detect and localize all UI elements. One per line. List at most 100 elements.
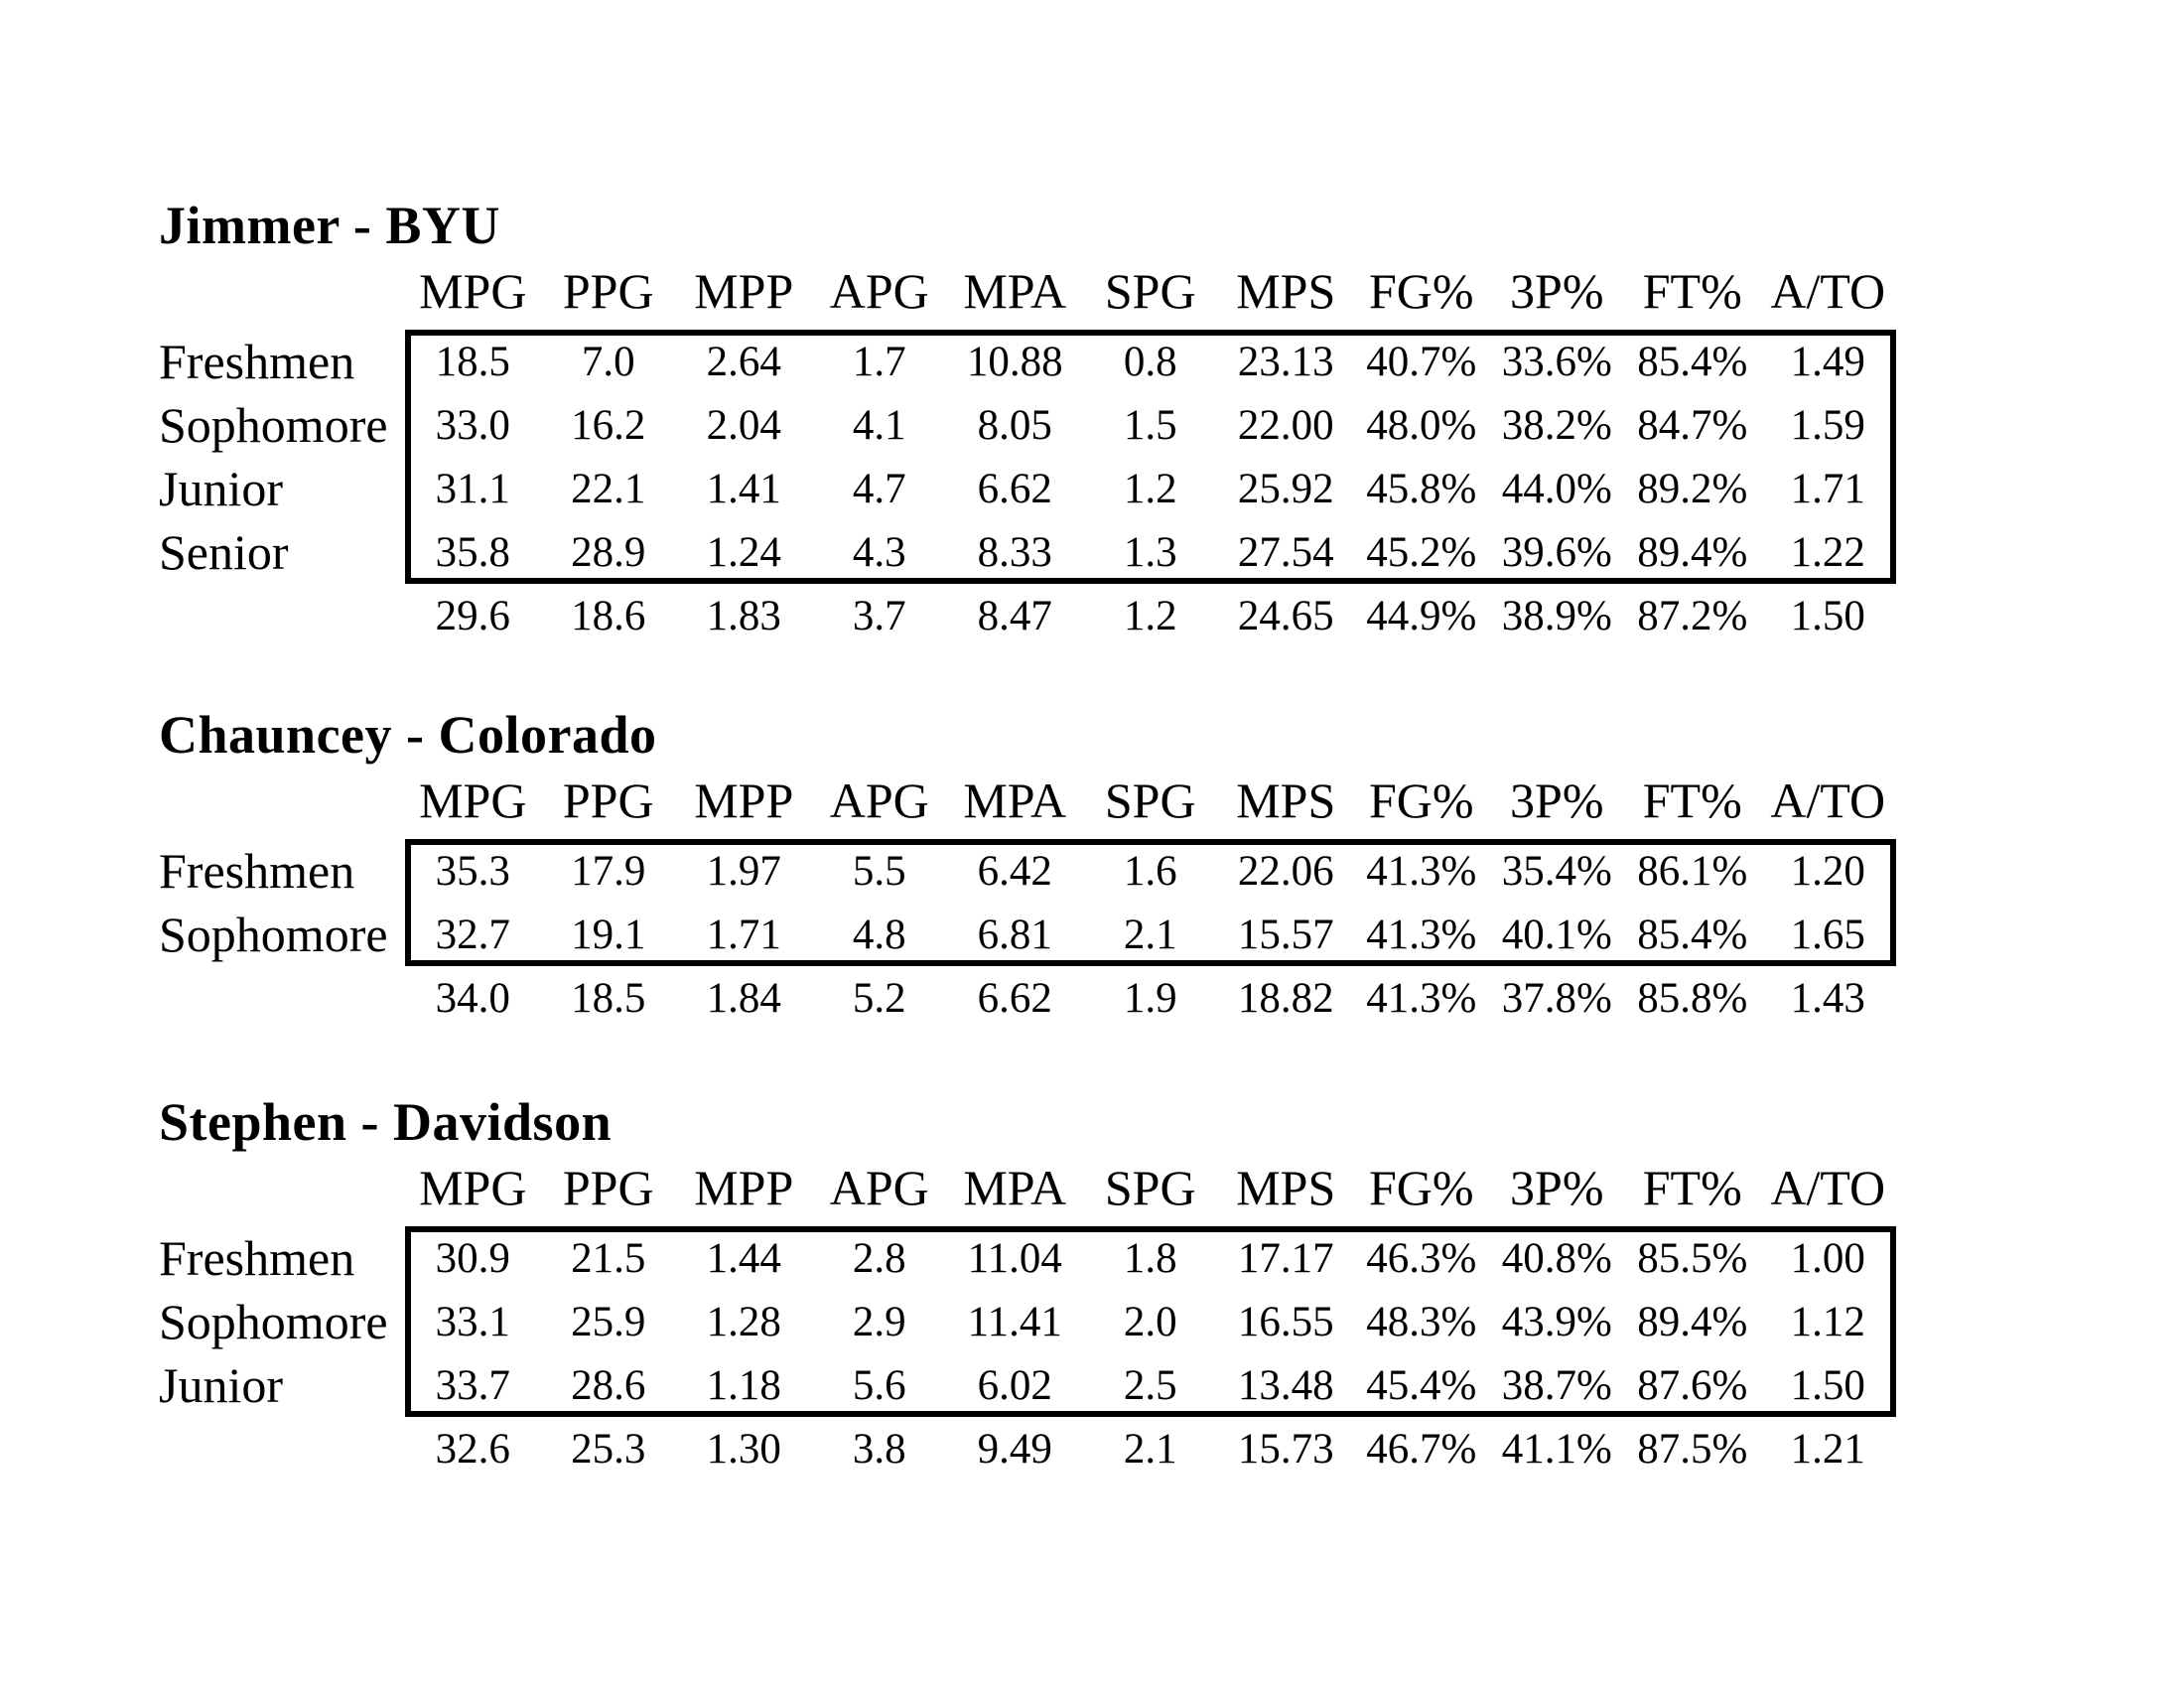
stat-cell: 85.4% [1637, 911, 1748, 958]
stat-cell: 18.5 [435, 338, 510, 385]
column-header-row: MPG PPG MPP APG MPA SPG MPS FG% 3P% FT% A/TO [159, 1149, 1896, 1226]
table-row: Senior 35.8 28.9 1.24 4.3 8.33 1.3 27.54 45.2% 39… [159, 520, 1896, 584]
stat-cell: 1.65 [1790, 911, 1865, 958]
stat-cell: 1.18 [706, 1361, 781, 1409]
column-header: SPG [1104, 773, 1196, 828]
stat-cell: 17.17 [1237, 1234, 1334, 1282]
stat-cell: 15.57 [1237, 911, 1334, 958]
totals-row: 29.6 18.6 1.83 3.7 8.47 1.2 24.65 44.9% 38.9% 87.… [159, 584, 1896, 647]
stats-table: MPG PPG MPP APG MPA SPG MPS FG% 3P% FT% A/TO Fresh… [159, 1149, 1896, 1480]
column-header: A/TO [1770, 263, 1886, 319]
stat-cell: 40.7% [1366, 338, 1477, 385]
stat-cell: 19.1 [571, 911, 646, 958]
stat-cell: 48.3% [1366, 1298, 1477, 1345]
column-header: MPS [1236, 263, 1336, 319]
stats-table: MPG PPG MPP APG MPA SPG MPS FG% 3P% FT% A/TO Fresh… [159, 762, 1896, 1030]
stat-cell: 1.6 [1123, 847, 1177, 895]
stat-cell: 30.9 [435, 1234, 510, 1282]
column-header: 3P% [1510, 773, 1604, 828]
stat-cell: 85.5% [1637, 1234, 1748, 1282]
stat-cell: 2.1 [1123, 911, 1177, 958]
row-label: Sophomore [159, 397, 388, 453]
column-header: MPA [963, 1160, 1067, 1215]
stat-cell: 5.5 [852, 847, 906, 895]
stat-cell: 44.0% [1501, 465, 1612, 512]
stat-cell: 13.48 [1237, 1361, 1334, 1409]
row-label: Sophomore [159, 1294, 388, 1349]
player-stats-section: Stephen - Davidson MPG PPG MPP APG MPA SPG MPS… [159, 1095, 1896, 1480]
totals-cell: 1.43 [1790, 974, 1865, 1022]
totals-cell: 87.2% [1637, 592, 1748, 639]
column-header: MPS [1236, 773, 1336, 828]
stat-cell: 33.7 [435, 1361, 510, 1409]
stat-cell: 87.6% [1637, 1361, 1748, 1409]
stat-cell: 4.8 [852, 911, 906, 958]
totals-cell: 25.3 [571, 1425, 646, 1473]
stat-cell: 1.71 [1790, 465, 1865, 512]
totals-cell: 32.6 [435, 1425, 510, 1473]
row-label: Junior [159, 461, 283, 516]
table-body: Freshmen 30.9 21.5 1.44 2.8 11.04 1.8 17.17 46.3… [159, 1226, 1896, 1417]
table-row: Freshmen 18.5 7.0 2.64 1.7 10.88 0.8 23.13 40.7%… [159, 330, 1896, 393]
stat-cell: 39.6% [1501, 528, 1612, 576]
stat-cell: 2.5 [1123, 1361, 1177, 1409]
column-header-row: MPG PPG MPP APG MPA SPG MPS FG% 3P% FT% A/TO [159, 252, 1896, 330]
column-header: APG [829, 773, 929, 828]
stat-cell: 17.9 [571, 847, 646, 895]
table-row: Junior 31.1 22.1 1.41 4.7 6.62 1.2 25.92 45.8% 44… [159, 457, 1896, 520]
row-label: Freshmen [159, 334, 355, 389]
stat-cell: 1.24 [706, 528, 781, 576]
totals-cell: 1.84 [706, 974, 781, 1022]
totals-cell: 38.9% [1501, 592, 1612, 639]
player-stats-section: Jimmer - BYU MPG PPG MPP APG MPA SPG MPS FG% 3P%… [159, 199, 1896, 647]
totals-cell: 1.9 [1123, 974, 1177, 1022]
totals-cell: 15.73 [1237, 1425, 1334, 1473]
row-label: Senior [159, 524, 289, 580]
stat-cell: 1.41 [706, 465, 781, 512]
totals-row: 34.0 18.5 1.84 5.2 6.62 1.9 18.82 41.3% 37.8% 85.… [159, 966, 1896, 1030]
stat-cell: 31.1 [435, 465, 510, 512]
totals-cell: 1.50 [1790, 592, 1865, 639]
stat-cell: 41.3% [1366, 847, 1477, 895]
stat-cell: 1.49 [1790, 338, 1865, 385]
stat-cell: 32.7 [435, 911, 510, 958]
stat-cell: 6.42 [977, 847, 1052, 895]
totals-cell: 41.1% [1501, 1425, 1612, 1473]
section-title: Chauncey - Colorado [159, 705, 657, 765]
stat-cell: 1.00 [1790, 1234, 1865, 1282]
totals-row: 32.6 25.3 1.30 3.8 9.49 2.1 15.73 46.7% 41.1% 87.… [159, 1417, 1896, 1480]
totals-cell: 5.2 [852, 974, 906, 1022]
stat-cell: 25.92 [1237, 465, 1334, 512]
totals-cell: 6.62 [977, 974, 1052, 1022]
column-header: APG [829, 1160, 929, 1215]
totals-cell: 3.7 [852, 592, 906, 639]
stat-cell: 0.8 [1123, 338, 1177, 385]
row-label: Freshmen [159, 1230, 355, 1286]
table-row: Freshmen 35.3 17.9 1.97 5.5 6.42 1.6 22.06 41.3%… [159, 839, 1896, 903]
table-row: Sophomore 32.7 19.1 1.71 4.8 6.81 2.1 15.57 41.3… [159, 903, 1896, 966]
stat-cell: 45.2% [1366, 528, 1477, 576]
stat-cell: 86.1% [1637, 847, 1748, 895]
stat-cell: 11.41 [967, 1298, 1062, 1345]
stat-cell: 35.3 [435, 847, 510, 895]
stat-cell: 38.2% [1501, 401, 1612, 449]
stat-cell: 33.6% [1501, 338, 1612, 385]
totals-cell: 3.8 [852, 1425, 906, 1473]
stat-cell: 38.7% [1501, 1361, 1612, 1409]
column-header: MPG [419, 263, 527, 319]
stat-cell: 1.59 [1790, 401, 1865, 449]
stat-cell: 1.22 [1790, 528, 1865, 576]
totals-cell: 1.2 [1123, 592, 1177, 639]
stat-cell: 16.2 [571, 401, 646, 449]
column-header: PPG [562, 263, 654, 319]
stat-cell: 48.0% [1366, 401, 1477, 449]
stat-cell: 33.0 [435, 401, 510, 449]
stat-cell: 1.3 [1123, 528, 1177, 576]
column-header: PPG [562, 1160, 654, 1215]
stat-cell: 41.3% [1366, 911, 1477, 958]
stat-cell: 40.8% [1501, 1234, 1612, 1282]
section-title: Stephen - Davidson [159, 1092, 613, 1152]
column-header: FG% [1368, 1160, 1474, 1215]
column-header: FT% [1642, 773, 1742, 828]
